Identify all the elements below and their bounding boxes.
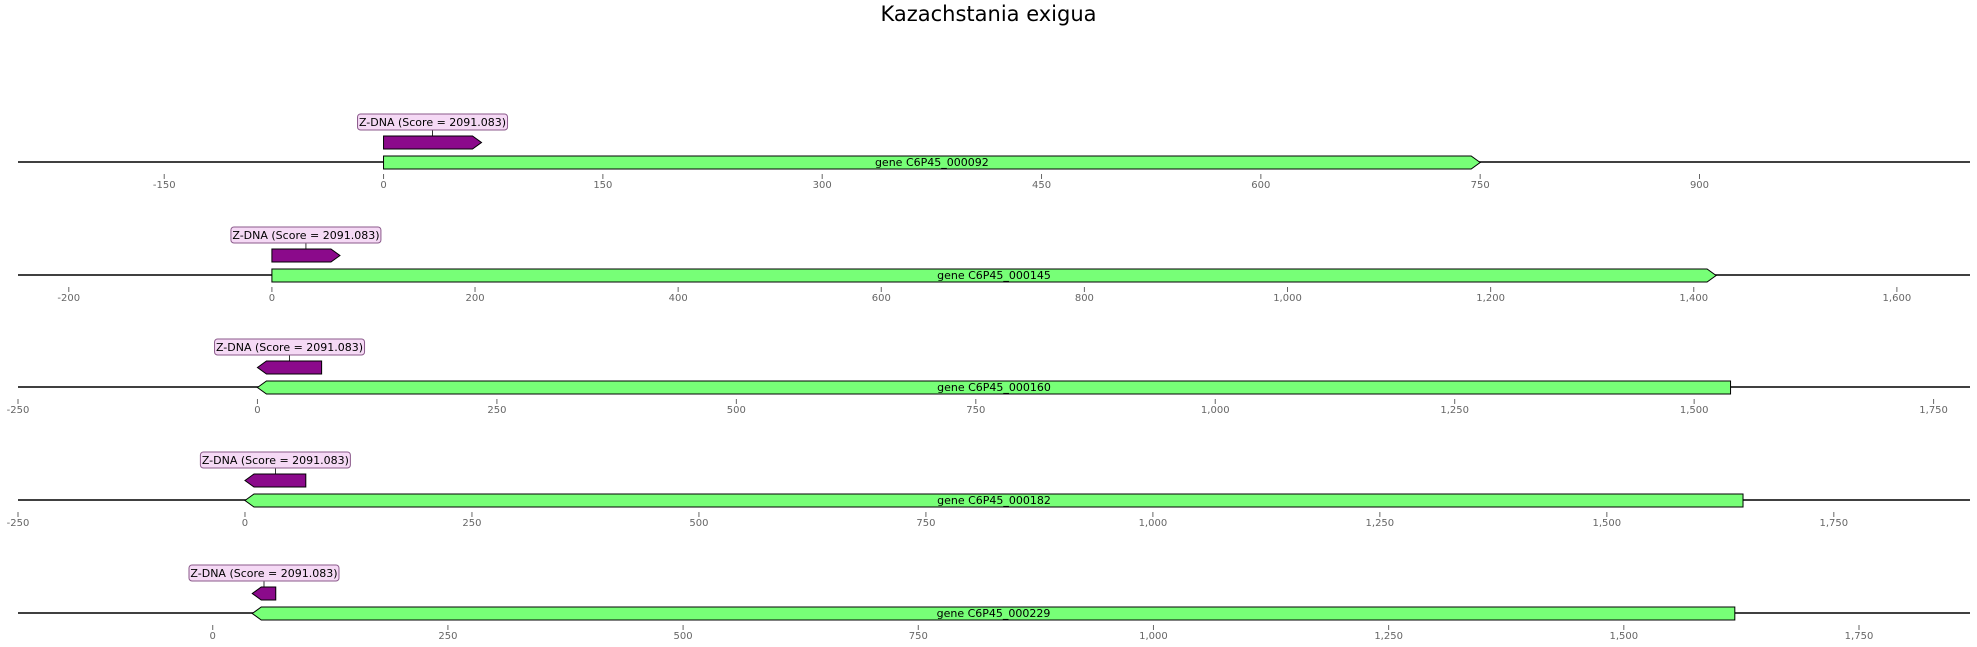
- gene-arrow: [271, 268, 1717, 283]
- track-1: -150 0 150 300 450 600 750 900 gene C6P45_000092…: [18, 113, 1970, 191]
- tick-label: 600: [1251, 180, 1270, 191]
- track-2: -200 0 200 400 600 800 1,000 1,200 1,400 1,600 gen…: [18, 226, 1970, 304]
- tick-label: -200: [57, 293, 80, 304]
- tick-label: 750: [966, 405, 985, 416]
- tick-label: 0: [380, 180, 386, 191]
- zdna-label: Z-DNA (Score = 2091.083): [232, 229, 379, 242]
- zdna-label: Z-DNA (Score = 2091.083): [359, 116, 506, 129]
- tick-label: 1,250: [1374, 631, 1403, 642]
- zdna-label: Z-DNA (Score = 2091.083): [190, 567, 337, 580]
- gene-arrow: [256, 380, 1732, 395]
- tick-label: 1,750: [1845, 631, 1874, 642]
- tick-label: 1,250: [1440, 405, 1469, 416]
- tick-label: -250: [7, 518, 30, 529]
- tick-label: 500: [727, 405, 746, 416]
- tick-label: 250: [487, 405, 506, 416]
- tick-label: 400: [669, 293, 688, 304]
- gene-label: gene C6P45_000229: [937, 607, 1051, 620]
- zdna-arrow: [256, 360, 323, 375]
- tick-label: 250: [462, 518, 481, 529]
- tick-label: 200: [465, 293, 484, 304]
- tick-label: -150: [153, 180, 176, 191]
- tick-label: 1,000: [1139, 631, 1168, 642]
- callout-box: [188, 564, 340, 582]
- tick-label: 800: [1075, 293, 1094, 304]
- tick-label: 0: [242, 518, 248, 529]
- tick-label: 450: [1032, 180, 1051, 191]
- callout-box: [230, 226, 382, 244]
- tick-label: 250: [438, 631, 457, 642]
- tick-label: -250: [7, 405, 30, 416]
- zdna-label: Z-DNA (Score = 2091.083): [216, 341, 363, 354]
- gene-label: gene C6P45_000182: [937, 494, 1051, 507]
- track-5: 0 250 500 750 1,000 1,250 1,500 1,750 gene C6P45…: [18, 564, 1970, 642]
- tick-label: 750: [1471, 180, 1490, 191]
- tick-label: 750: [909, 631, 928, 642]
- tick-label: 900: [1690, 180, 1709, 191]
- figure-title: Kazachstania exigua: [880, 2, 1097, 26]
- tick-label: 750: [916, 518, 935, 529]
- zdna-arrow: [251, 586, 277, 601]
- tick-label: 1,750: [1919, 405, 1948, 416]
- tick-label: 500: [674, 631, 693, 642]
- zdna-arrow: [244, 473, 307, 488]
- tick-label: 300: [813, 180, 832, 191]
- gene-arrow: [383, 155, 1482, 170]
- tick-label: 0: [254, 405, 260, 416]
- callout-box: [357, 113, 509, 131]
- zdna-arrow: [271, 248, 341, 263]
- tick-label: 150: [593, 180, 612, 191]
- tick-label: 0: [210, 631, 216, 642]
- tick-label: 1,600: [1883, 293, 1912, 304]
- tick-label: 500: [689, 518, 708, 529]
- tick-label: 1,000: [1201, 405, 1230, 416]
- tick-label: 1,200: [1476, 293, 1505, 304]
- tick-label: 1,400: [1679, 293, 1708, 304]
- gene-label: gene C6P45_000145: [937, 269, 1051, 282]
- gene-arrow: [244, 493, 1744, 508]
- gene-label: gene C6P45_000160: [937, 381, 1051, 394]
- tick-label: 1,750: [1819, 518, 1848, 529]
- track-3: -250 0 250 500 750 1,000 1,250 1,500 1,750 gene C…: [7, 338, 1970, 416]
- tick-label: 0: [269, 293, 275, 304]
- tick-label: 600: [872, 293, 891, 304]
- tick-label: 1,500: [1609, 631, 1638, 642]
- gene-arrow: [251, 606, 1736, 621]
- callout-box: [214, 338, 366, 356]
- gene-label: gene C6P45_000092: [875, 156, 989, 169]
- tick-label: 1,000: [1273, 293, 1302, 304]
- zdna-arrow: [383, 135, 483, 150]
- tick-label: 1,000: [1139, 518, 1168, 529]
- tick-label: 1,500: [1593, 518, 1622, 529]
- track-4: -250 0 250 500 750 1,000 1,250 1,500 1,750 gene C…: [7, 451, 1970, 529]
- tick-label: 1,500: [1680, 405, 1709, 416]
- callout-box: [199, 451, 351, 469]
- zdna-label: Z-DNA (Score = 2091.083): [202, 454, 349, 467]
- tick-label: 1,250: [1366, 518, 1395, 529]
